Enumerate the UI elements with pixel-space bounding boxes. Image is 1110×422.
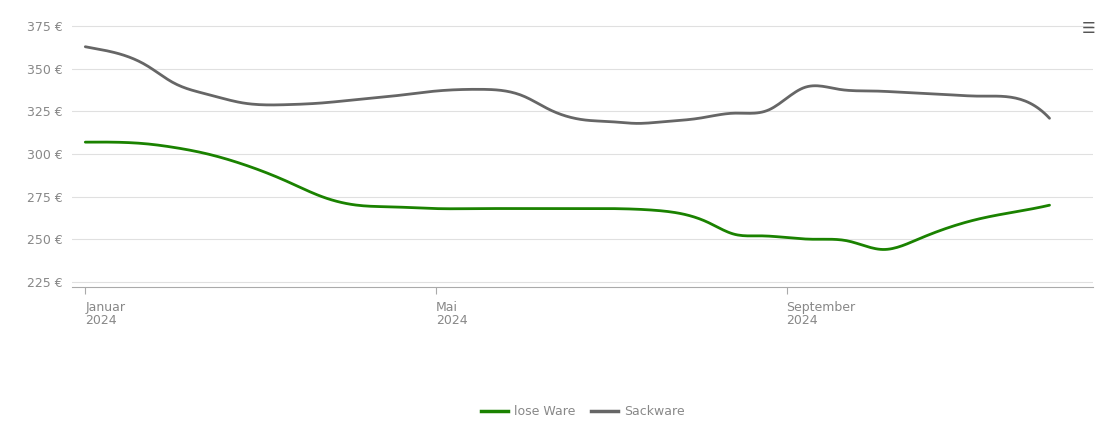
Text: Januar: Januar (85, 300, 125, 314)
Text: 2024: 2024 (787, 314, 818, 327)
Text: ☰: ☰ (1082, 21, 1096, 36)
Legend: lose Ware, Sackware: lose Ware, Sackware (475, 400, 690, 422)
Text: 2024: 2024 (436, 314, 467, 327)
Text: September: September (787, 300, 856, 314)
Text: Mai: Mai (436, 300, 458, 314)
Text: 2024: 2024 (85, 314, 117, 327)
